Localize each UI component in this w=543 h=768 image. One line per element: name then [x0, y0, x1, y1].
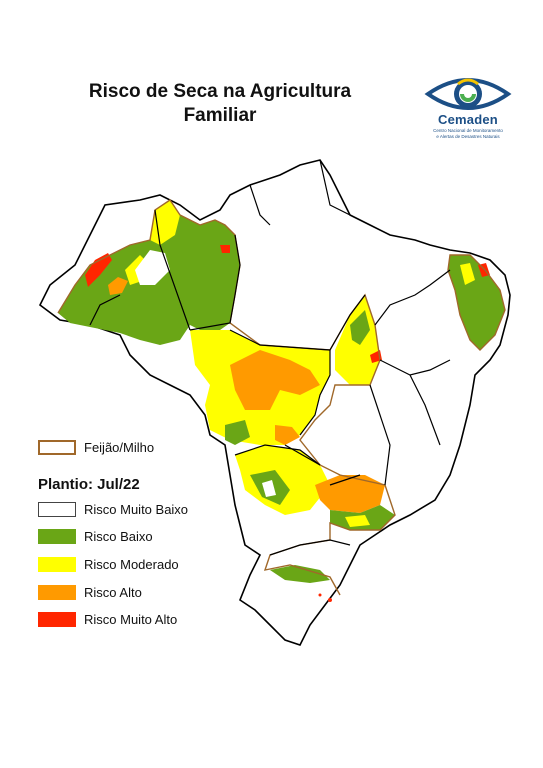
legend-class-very-low: Risco Muito Baixo: [38, 500, 188, 518]
logo-name: Cemaden: [438, 112, 498, 127]
legend-crop: Feijão/Milho: [38, 438, 154, 456]
eye-logo-icon: [424, 78, 512, 110]
region-amazon-veryhigh: [85, 253, 112, 287]
brazil-risk-map: [38, 159, 511, 646]
legend-class-low: Risco Baixo: [38, 527, 153, 545]
region-centerwest-low: [225, 420, 250, 445]
region-rs-veryhigh: [328, 598, 332, 602]
logo-subtitle: Centro Nacional de Monitoramento e Alert…: [433, 128, 503, 139]
legend-crop-swatch: [38, 439, 76, 455]
legend-label-very-low: Risco Muito Baixo: [84, 501, 189, 517]
cemaden-logo: Cemaden Centro Nacional de Monitoramento…: [418, 72, 518, 152]
region-amazon-high: [108, 277, 128, 295]
title-line-1: Risco de Seca na Agricultura: [88, 81, 352, 102]
legend-label-low: Risco Baixo: [84, 528, 153, 544]
region-amazon-veryhigh-2: [220, 245, 230, 253]
legend-planting-heading: Plantio: Jul/22: [38, 476, 140, 493]
region-centerwest-low-2: [275, 425, 300, 445]
region-rs-low: [270, 565, 330, 583]
legend-swatch-high: [38, 584, 76, 600]
region-amazon-verylow: [135, 250, 170, 285]
region-rs-veryhigh-2: [318, 593, 322, 597]
map-title: Risco de Seca na Agricultura Familiar: [40, 80, 400, 128]
legend-swatch-very-high: [38, 611, 76, 627]
legend-class-moderate: Risco Moderado: [38, 555, 179, 573]
legend-label-moderate: Risco Moderado: [84, 556, 179, 572]
state-borders: [89, 159, 451, 556]
region-amazon-moderate: [150, 200, 180, 245]
legend-swatch-moderate: [38, 556, 76, 572]
legend-class-high: Risco Alto: [38, 583, 142, 601]
legend-label-high: Risco Alto: [84, 584, 142, 600]
region-ms-verylow: [262, 480, 276, 497]
title-line-2: Familiar: [183, 105, 257, 126]
region-northeast-moderate: [460, 263, 475, 285]
region-tocantins-low: [350, 310, 370, 345]
region-centerwest-high: [230, 350, 320, 410]
legend-swatch-very-low: [38, 501, 76, 517]
legend-crop-label: Feijão/Milho: [84, 439, 155, 455]
region-sp-moderate: [345, 515, 370, 527]
legend-swatch-low: [38, 528, 76, 544]
legend-label-very-high: Risco Muito Alto: [84, 611, 178, 627]
legend-class-very-high: Risco Muito Alto: [38, 610, 177, 628]
